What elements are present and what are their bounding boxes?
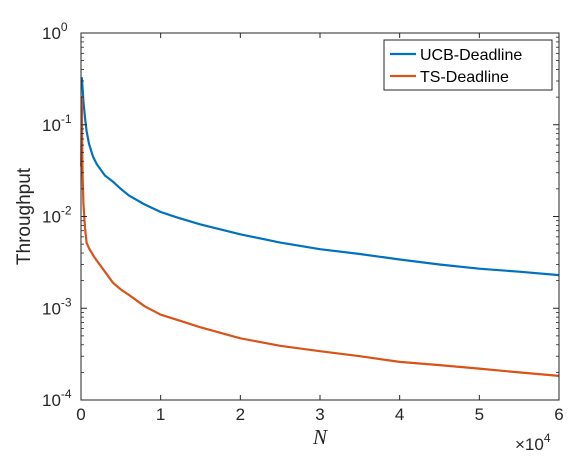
x-tick-label: 5 — [475, 405, 484, 424]
legend: UCB-Deadline TS-Deadline — [383, 39, 553, 91]
x-tick-label: 1 — [156, 405, 165, 424]
x-tick-label: 0 — [76, 405, 85, 424]
y-tick-label: 10-1 — [42, 112, 72, 135]
legend-label: UCB-Deadline — [420, 47, 522, 64]
x-axis-title: N — [312, 425, 328, 449]
y-axis-title: Throughput — [14, 167, 35, 265]
x-axis-multiplier: ×104 — [515, 431, 551, 454]
axes: 0 1 2 3 4 5 6×104 10-4 10-3 10-2 10-1 100 N Throughpu… — [14, 20, 564, 454]
legend-label: TS-Deadline — [420, 69, 509, 86]
plot-background — [81, 33, 559, 400]
plot-area — [81, 33, 559, 400]
series-lines — [80, 77, 560, 377]
y-tick-label: 10-4 — [42, 387, 72, 410]
legend-box — [383, 39, 553, 91]
x-tick-label: 6 — [554, 405, 563, 424]
y-tick-label: 100 — [42, 20, 68, 43]
series-line-ucb-deadline — [80, 77, 560, 277]
x-tick-label: 2 — [236, 405, 245, 424]
y-tick-label: 10-3 — [42, 295, 72, 318]
x-tick-label: 4 — [395, 405, 404, 424]
x-tick-label: 3 — [315, 405, 324, 424]
series-line-ts-deadline — [80, 95, 560, 377]
y-tick-label: 10-2 — [42, 204, 72, 227]
